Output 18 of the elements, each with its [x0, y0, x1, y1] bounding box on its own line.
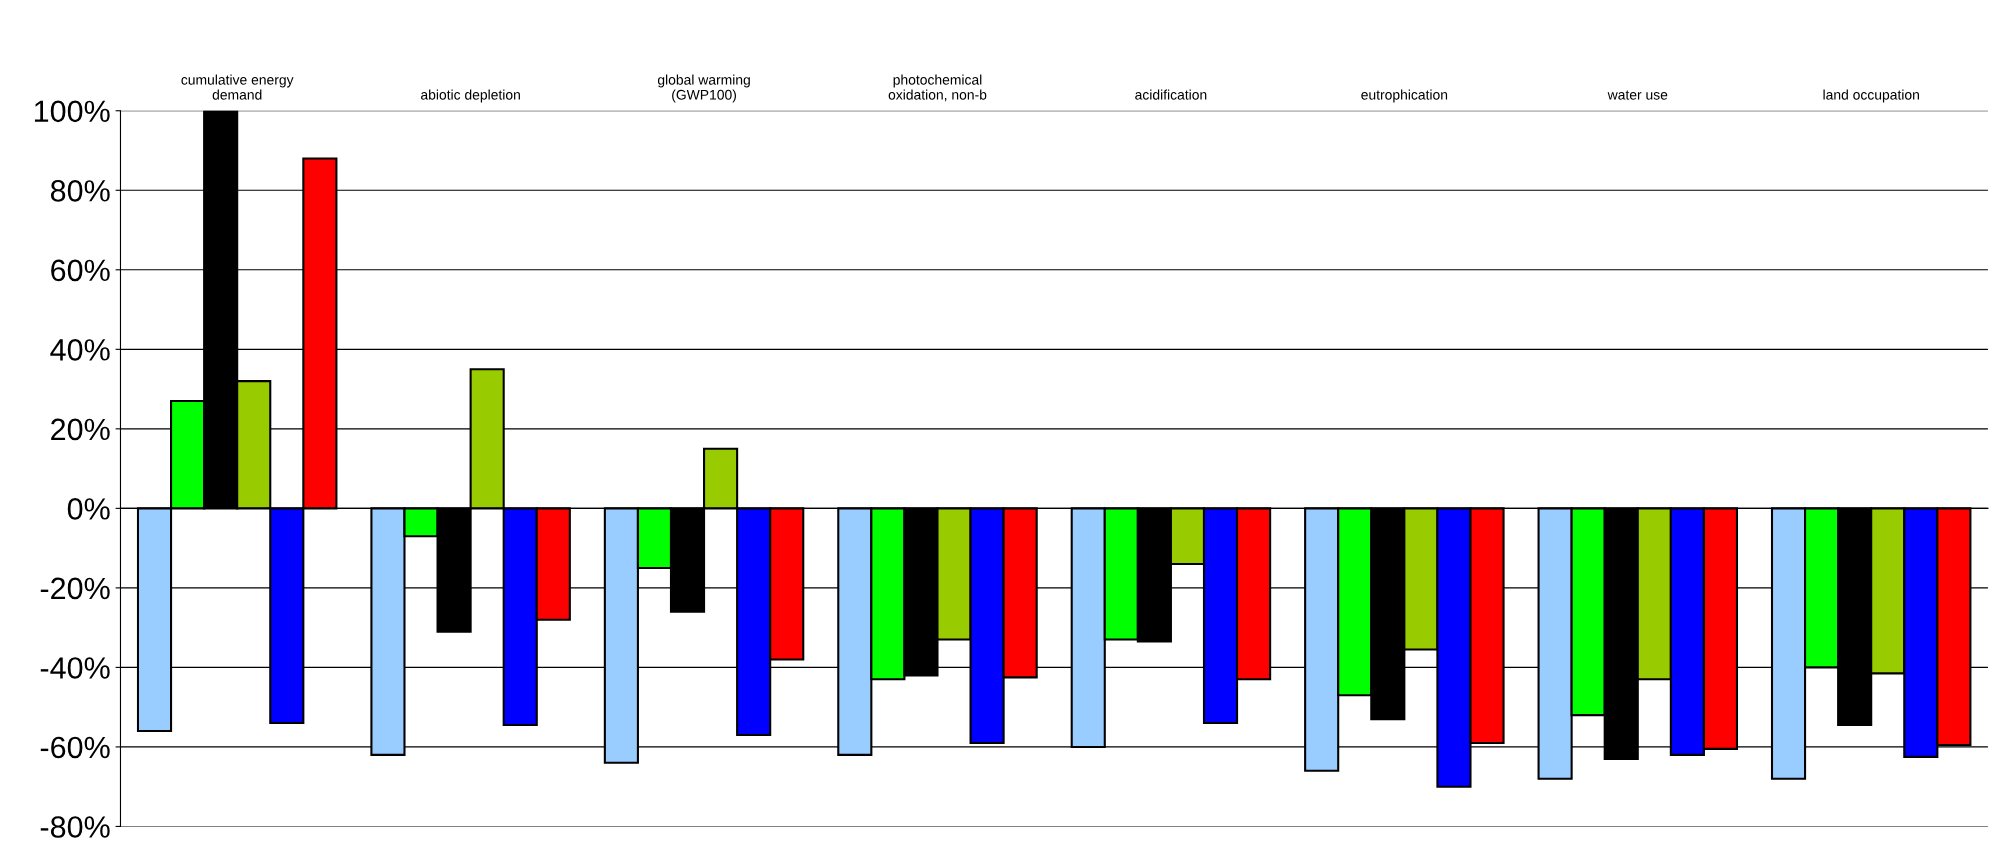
- y-tick-label: 0%: [67, 498, 110, 520]
- y-tick-label: -20%: [40, 577, 110, 600]
- y-tick-label: 20%: [51, 418, 110, 441]
- x-tick-label: land occupation: [1823, 89, 1919, 103]
- x-tick-label: global warming (GWP100): [657, 74, 750, 103]
- x-tick-label: eutrophication: [1361, 89, 1448, 103]
- y-tick-label: -60%: [40, 736, 110, 759]
- x-tick-label: acidification: [1135, 89, 1207, 100]
- x-tick-label: water use: [1607, 90, 1668, 100]
- x-tick-label: photochemical oxidation, non-b: [888, 74, 987, 102]
- x-tick-label: abiotic depletion: [421, 89, 520, 103]
- y-tick-label: 60%: [51, 259, 110, 282]
- y-tick-label: 80%: [50, 180, 110, 202]
- y-tick-label: 100%: [34, 100, 110, 123]
- y-tick-label: 40%: [50, 339, 110, 361]
- x-tick-label: cumulative energy demand: [181, 74, 294, 100]
- y-tick-label: -40%: [40, 657, 110, 679]
- y-tick-label: -80%: [40, 816, 110, 838]
